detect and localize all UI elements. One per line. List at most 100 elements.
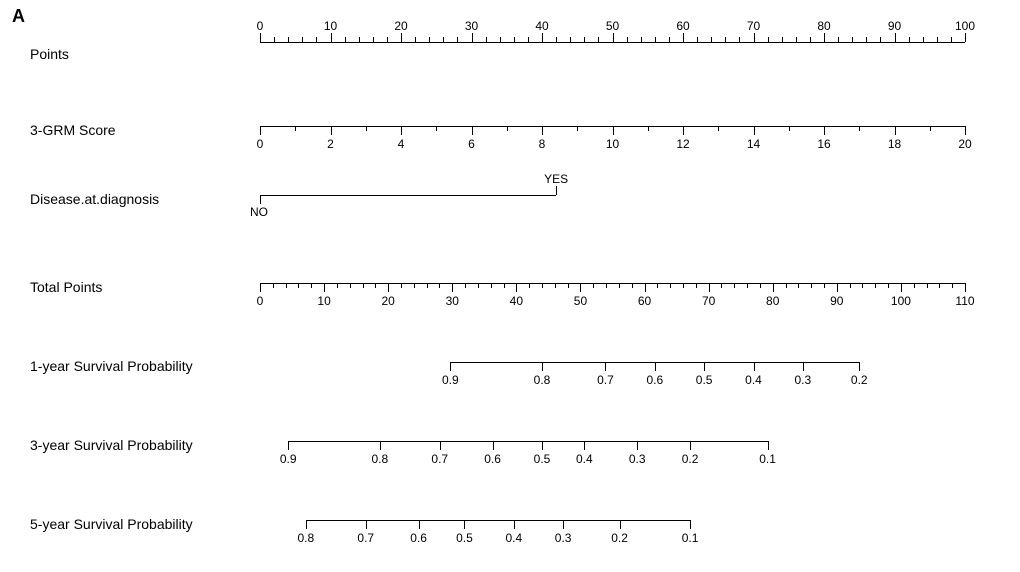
tick-label-surv1-0: 0.9 (442, 373, 459, 387)
tick-points-90 (895, 33, 896, 42)
minor-tick-total (439, 283, 440, 288)
tick-label-surv3-8: 0.1 (759, 452, 776, 466)
tick-label-total-90: 90 (830, 294, 843, 308)
minor-tick-points (739, 37, 740, 42)
row-label-total: Total Points (30, 279, 102, 295)
tick-total-70 (709, 283, 710, 292)
minor-tick-points (288, 37, 289, 42)
tick-label-total-20: 20 (381, 294, 394, 308)
minor-tick-points (852, 37, 853, 42)
tick-label-total-10: 10 (317, 294, 330, 308)
tick-surv1-6 (803, 362, 804, 371)
tick-points-40 (542, 33, 543, 42)
minor-tick-total (875, 283, 876, 288)
minor-tick-points (655, 37, 656, 42)
tick-label-surv3-3: 0.6 (484, 452, 501, 466)
minor-tick-points (866, 37, 867, 42)
tick-label-points-80: 80 (817, 19, 830, 33)
tick-surv1-5 (754, 362, 755, 371)
tick-surv5-5 (563, 520, 564, 529)
tick-label-total-50: 50 (574, 294, 587, 308)
tick-grm-12 (683, 126, 684, 135)
minor-tick-total (914, 283, 915, 288)
tick-grm-14 (754, 126, 755, 135)
minor-tick-points (880, 37, 881, 42)
tick-total-60 (645, 283, 646, 292)
minor-tick-grm (295, 126, 296, 131)
minor-tick-points (570, 37, 571, 42)
minor-tick-total (734, 283, 735, 288)
minor-tick-total (760, 283, 761, 288)
minor-tick-total (504, 283, 505, 288)
minor-tick-total (824, 283, 825, 288)
minor-tick-points (598, 37, 599, 42)
tick-points-20 (401, 33, 402, 42)
minor-tick-total (952, 283, 953, 288)
minor-tick-total (568, 283, 569, 288)
tick-label-total-0: 0 (257, 294, 264, 308)
tick-surv3-0 (288, 441, 289, 450)
tick-label-grm-4: 4 (398, 137, 405, 151)
minor-tick-total (696, 283, 697, 288)
tick-disease-no (260, 195, 261, 204)
minor-tick-points (359, 37, 360, 42)
tick-total-80 (773, 283, 774, 292)
tick-label-surv5-4: 0.4 (505, 531, 522, 545)
minor-tick-points (457, 37, 458, 42)
row-label-points: Points (30, 46, 69, 62)
tick-label-points-40: 40 (535, 19, 548, 33)
minor-tick-points (909, 37, 910, 42)
tick-label-grm-12: 12 (676, 137, 689, 151)
tick-surv3-6 (637, 441, 638, 450)
tick-label-points-30: 30 (465, 19, 478, 33)
tick-surv5-6 (620, 520, 621, 529)
minor-tick-total (491, 283, 492, 288)
minor-tick-points (711, 37, 712, 42)
minor-tick-points (923, 37, 924, 42)
tick-label-surv1-3: 0.6 (646, 373, 663, 387)
minor-tick-grm (436, 126, 437, 131)
tick-label-points-20: 20 (394, 19, 407, 33)
minor-tick-total (375, 283, 376, 288)
minor-tick-grm (859, 126, 860, 131)
tick-total-90 (837, 283, 838, 292)
tick-label-surv3-2: 0.7 (431, 452, 448, 466)
minor-tick-total (657, 283, 658, 288)
axis-surv5 (306, 520, 690, 521)
tick-points-60 (683, 33, 684, 42)
tick-label-total-40: 40 (510, 294, 523, 308)
minor-tick-points (951, 37, 952, 42)
tick-label-surv5-5: 0.3 (555, 531, 572, 545)
tick-label-points-60: 60 (676, 19, 689, 33)
tick-label-points-90: 90 (888, 19, 901, 33)
minor-tick-total (811, 283, 812, 288)
tick-label-total-100: 100 (891, 294, 911, 308)
tick-label-grm-18: 18 (888, 137, 901, 151)
minor-tick-points (782, 37, 783, 42)
tick-surv5-1 (366, 520, 367, 529)
tick-label-total-30: 30 (446, 294, 459, 308)
tick-total-110 (965, 283, 966, 292)
tick-total-20 (388, 283, 389, 292)
tick-points-100 (965, 33, 966, 42)
tick-surv1-2 (605, 362, 606, 371)
minor-tick-points (697, 37, 698, 42)
minor-tick-total (298, 283, 299, 288)
tick-label-grm-6: 6 (468, 137, 475, 151)
tick-surv3-3 (493, 441, 494, 450)
tick-label-surv3-4: 0.5 (534, 452, 551, 466)
tick-label-surv1-2: 0.7 (597, 373, 614, 387)
tick-label-grm-8: 8 (539, 137, 546, 151)
tick-label-surv5-3: 0.5 (456, 531, 473, 545)
minor-tick-total (939, 283, 940, 288)
axis-surv3 (288, 441, 767, 442)
minor-tick-points (725, 37, 726, 42)
tick-label-grm-20: 20 (958, 137, 971, 151)
tick-surv5-7 (690, 520, 691, 529)
tick-points-10 (331, 33, 332, 42)
tick-surv3-4 (542, 441, 543, 450)
tick-surv3-8 (768, 441, 769, 450)
minor-tick-points (669, 37, 670, 42)
minor-tick-points (500, 37, 501, 42)
tick-grm-2 (331, 126, 332, 135)
